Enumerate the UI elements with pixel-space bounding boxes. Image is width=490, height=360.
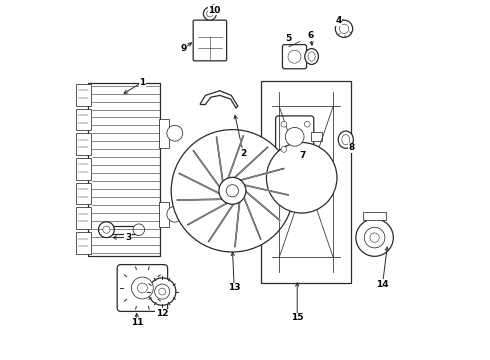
Text: 8: 8 [348,143,354,152]
Circle shape [281,121,287,127]
Bar [76,232,91,254]
FancyBboxPatch shape [193,20,227,61]
Circle shape [226,185,239,197]
Bar [364,212,386,220]
Circle shape [219,177,246,204]
Bar [159,119,169,148]
Circle shape [203,7,217,20]
Circle shape [98,222,114,238]
Polygon shape [240,168,284,180]
Bar [88,83,160,256]
Circle shape [304,121,310,127]
Ellipse shape [335,20,353,37]
Circle shape [133,224,145,235]
Text: 4: 4 [336,16,342,25]
Circle shape [131,277,153,299]
Bar [76,109,91,130]
Circle shape [281,147,287,152]
Polygon shape [179,173,220,194]
Bar [76,158,91,180]
Circle shape [356,219,393,256]
Ellipse shape [342,135,350,145]
Circle shape [167,125,183,141]
Polygon shape [187,203,228,225]
Circle shape [267,143,337,213]
Polygon shape [193,150,220,188]
Text: 15: 15 [291,313,303,322]
FancyBboxPatch shape [117,265,168,311]
Circle shape [167,206,183,222]
Bar [159,202,169,227]
Bar [261,81,351,283]
Polygon shape [244,197,261,240]
FancyBboxPatch shape [282,45,307,69]
Text: 10: 10 [208,5,220,14]
Circle shape [285,127,304,146]
Circle shape [288,50,301,63]
Polygon shape [234,202,240,247]
Text: 13: 13 [228,284,241,292]
Text: 6: 6 [307,31,314,40]
Text: 3: 3 [125,233,131,242]
Bar [76,84,91,105]
Circle shape [159,288,166,295]
Text: 2: 2 [240,148,246,158]
Circle shape [148,278,176,305]
Ellipse shape [305,49,318,64]
Circle shape [138,283,147,293]
Text: 1: 1 [139,77,146,86]
Text: 9: 9 [181,44,187,53]
Polygon shape [245,185,289,195]
Ellipse shape [338,131,353,148]
Circle shape [103,226,110,233]
Text: 11: 11 [131,319,143,328]
FancyBboxPatch shape [275,116,314,155]
Circle shape [171,130,294,252]
Circle shape [211,5,216,10]
Circle shape [155,284,170,299]
Bar [106,226,139,234]
Polygon shape [234,147,268,178]
Bar [76,133,91,155]
Polygon shape [216,137,223,182]
Text: 5: 5 [285,34,292,43]
Text: 7: 7 [299,151,306,160]
Bar [76,183,91,204]
Polygon shape [177,199,222,201]
Circle shape [364,227,385,248]
Ellipse shape [339,24,349,33]
Polygon shape [228,135,244,178]
Text: 12: 12 [156,310,169,319]
Text: 14: 14 [376,280,389,289]
Bar [76,207,91,229]
Bar [311,132,321,141]
Polygon shape [208,204,234,242]
Circle shape [370,233,379,242]
Ellipse shape [308,52,315,61]
Polygon shape [246,191,280,221]
Circle shape [207,10,213,17]
